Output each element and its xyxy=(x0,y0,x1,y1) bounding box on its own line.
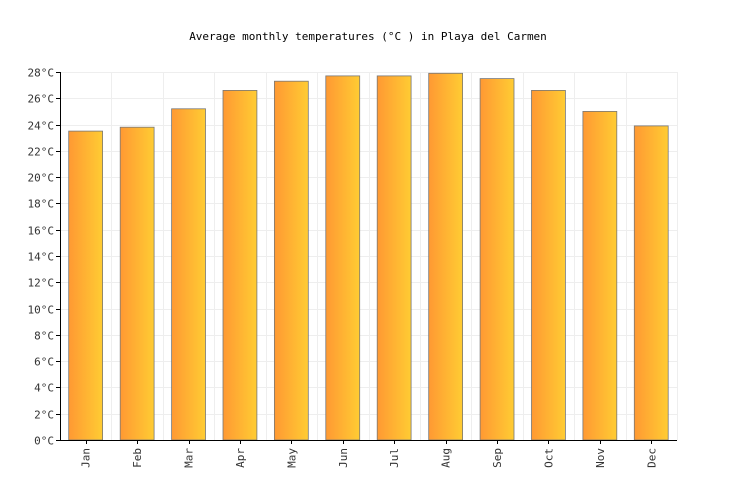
x-tick-label-nov: Nov xyxy=(594,448,607,468)
bar-sep xyxy=(479,78,515,441)
axes xyxy=(60,72,677,441)
y-tick-label: 4°C xyxy=(34,382,54,395)
y-tick-label: 28°C xyxy=(28,67,55,80)
bar-mar xyxy=(171,108,206,441)
y-tick-label: 22°C xyxy=(28,146,55,159)
bar-dec xyxy=(633,125,669,441)
bar-apr xyxy=(222,90,258,441)
x-tick-label-jul: Jul xyxy=(388,448,401,468)
x-tick-label-sep: Sep xyxy=(491,448,504,468)
y-tick-label: 26°C xyxy=(28,93,55,106)
chart-title: Average monthly temperatures (°C ) in Pl… xyxy=(189,30,547,43)
y-tick-label: 20°C xyxy=(28,172,55,185)
y-tick-label: 24°C xyxy=(28,120,55,133)
bar-nov xyxy=(582,111,618,441)
bar-aug xyxy=(428,72,464,441)
y-tick-label: 10°C xyxy=(28,304,55,317)
y-axis-tick-labels: 0°C 2°C 4°C 6°C 8°C 10°C 12°C 14°C 16°C 18°C 20°C 2… xyxy=(28,67,55,448)
y-tick-label: 6°C xyxy=(34,356,54,369)
x-tick-label-apr: Apr xyxy=(234,448,247,468)
x-tick-label-mar: Mar xyxy=(183,448,196,468)
y-tick-label: 18°C xyxy=(28,198,55,211)
x-tick-label-jun: Jun xyxy=(337,448,350,468)
bar-may xyxy=(273,80,309,441)
bar-oct xyxy=(531,90,566,441)
y-tick-label: 16°C xyxy=(28,225,55,238)
x-tick-label-feb: Feb xyxy=(131,448,144,468)
y-tick-label: 8°C xyxy=(34,330,54,343)
x-axis-tick-labels: Jan Feb Mar Apr May Jun Jul Aug Sep Oct Nov Dec xyxy=(80,440,658,468)
y-tick-label: 2°C xyxy=(34,409,54,422)
bar-jun xyxy=(325,75,361,441)
x-tick-label-may: May xyxy=(285,448,298,468)
x-tick-label-jan: Jan xyxy=(80,448,93,468)
y-tick-label: 14°C xyxy=(28,251,55,264)
bar-feb xyxy=(119,126,155,441)
x-tick-label-aug: Aug xyxy=(440,448,453,468)
bar-jul xyxy=(376,75,412,441)
y-tick-label: 0°C xyxy=(34,435,54,448)
bars xyxy=(68,72,669,441)
x-tick-label-oct: Oct xyxy=(542,448,555,468)
bar-jan xyxy=(68,130,103,441)
y-tick-label: 12°C xyxy=(28,277,55,290)
x-tick-label-dec: Dec xyxy=(645,448,658,468)
